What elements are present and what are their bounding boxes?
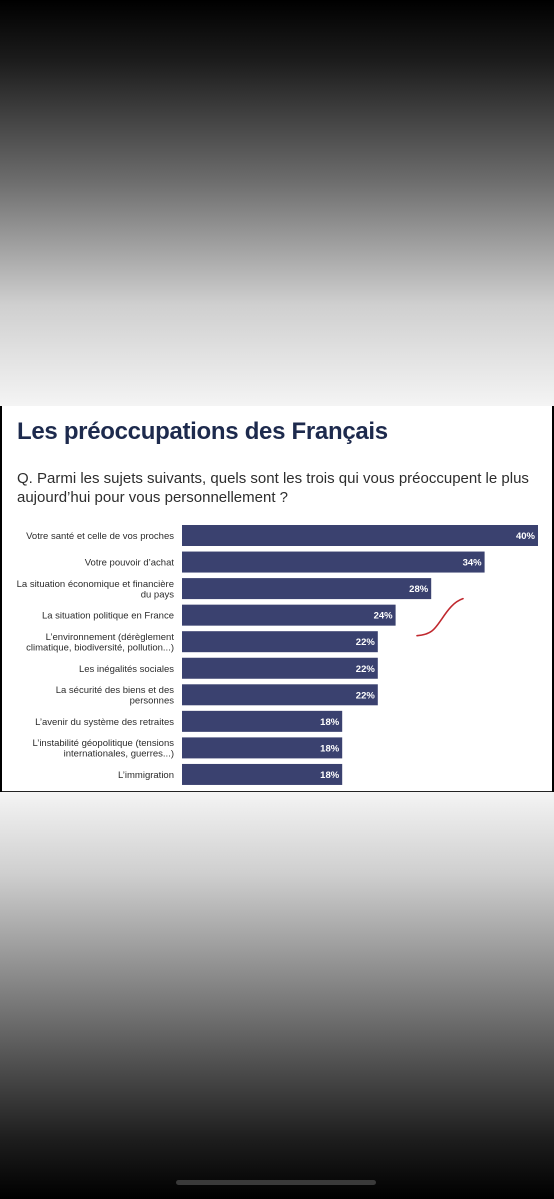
home-indicator[interactable] — [176, 1180, 376, 1185]
bar — [182, 657, 378, 679]
category-label: L’instabilité géopolitique (tensions — [32, 738, 174, 749]
chart-title: Les préoccupations des Français — [17, 418, 388, 445]
bottom-gradient-background — [0, 792, 554, 1199]
bar — [182, 604, 396, 626]
bar-value-label: 24% — [374, 611, 394, 622]
red-annotation-curve — [416, 597, 464, 637]
category-label: internationales, guerres...) — [64, 749, 174, 760]
category-label: Les inégalités sociales — [79, 664, 174, 675]
top-gradient-background — [0, 0, 554, 406]
category-label: L’avenir du système des retraites — [35, 717, 174, 728]
category-label: personnes — [130, 696, 175, 707]
category-label: L’environnement (dérèglement — [46, 632, 175, 643]
category-label: climatique, biodiversité, pollution...) — [26, 642, 174, 653]
category-label: L’immigration — [118, 770, 174, 781]
bar-value-label: 40% — [516, 531, 536, 542]
bar-chart: 40% Votre santé et celle de vos proches 34… — [17, 525, 538, 785]
bar-value-label: 34% — [463, 558, 483, 569]
bar-value-label: 18% — [320, 770, 340, 781]
category-label: La sécurité des biens et des — [56, 685, 175, 696]
bar-value-label: 18% — [320, 743, 340, 754]
bar-value-label: 28% — [409, 584, 429, 595]
bar-value-label: 22% — [356, 690, 376, 701]
bar-value-label: 18% — [320, 717, 340, 728]
bar — [182, 710, 343, 732]
bar — [182, 631, 378, 653]
bar — [182, 737, 343, 759]
category-label: Votre pouvoir d’achat — [85, 558, 175, 569]
chart-card: Les préoccupations des Français Q. Parmi… — [2, 406, 552, 792]
category-label: Votre santé et celle de vos proches — [26, 531, 174, 542]
bar — [182, 763, 343, 785]
bar — [182, 525, 538, 546]
category-label: La situation économique et financière — [17, 579, 174, 590]
survey-question: Q. Parmi les sujets suivants, quels sont… — [17, 470, 529, 506]
bar — [182, 551, 485, 573]
bar — [182, 684, 378, 706]
bar — [182, 578, 432, 600]
bar-value-label: 22% — [356, 637, 376, 648]
bar-value-label: 22% — [356, 664, 376, 675]
category-label: du pays — [141, 589, 175, 600]
category-label: La situation politique en France — [42, 611, 174, 622]
